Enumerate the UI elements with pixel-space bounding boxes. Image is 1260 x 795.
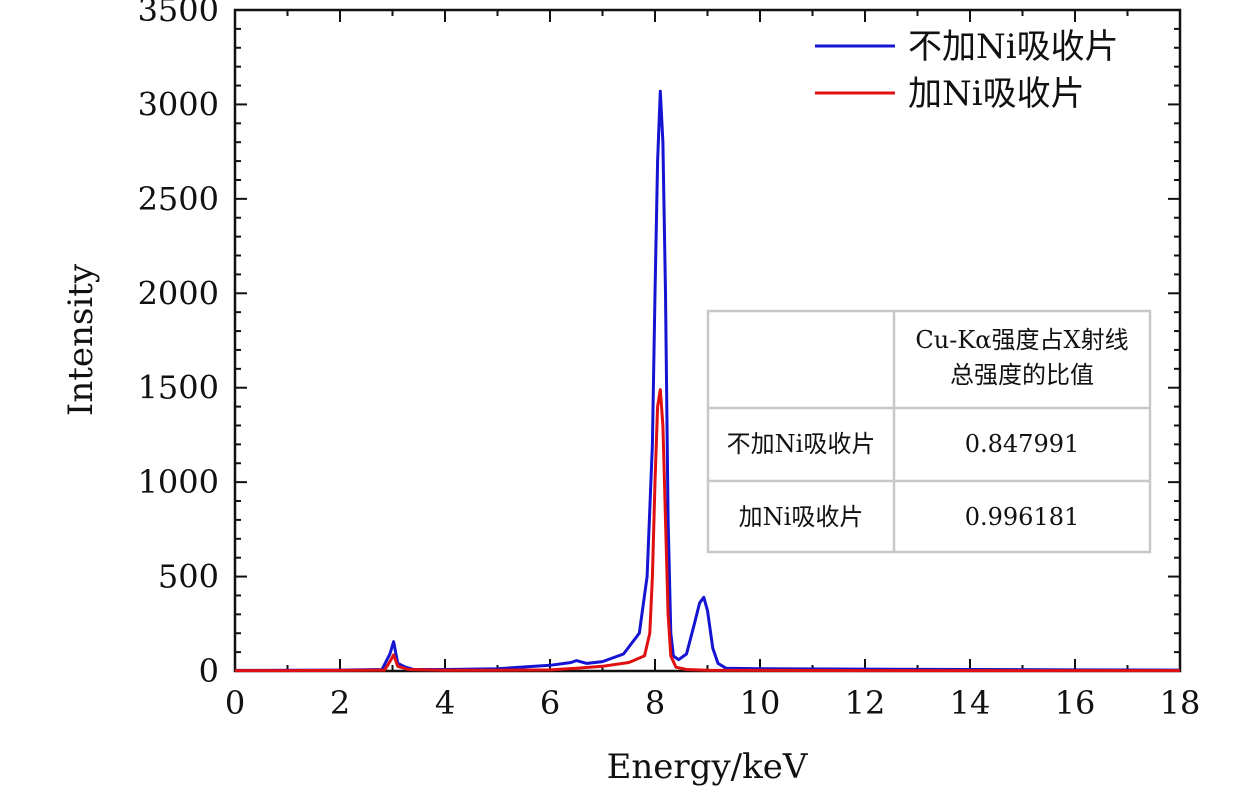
- inset-table-row-value-ni-filter: 0.996181: [965, 503, 1080, 531]
- legend-label-ni-filter: 加Ni吸收片: [908, 74, 1085, 114]
- y-tick-label: 1500: [138, 369, 219, 407]
- inset-table: Cu-Kα强度占X射线 总强度的比值 不加Ni吸收片 0.847991 加Ni吸…: [706, 309, 1152, 554]
- x-tick-label: 12: [845, 684, 886, 722]
- series-line-no-ni-filter: [234, 89, 1181, 672]
- series-line-ni-filter: [235, 388, 1180, 673]
- x-tick-label: 6: [540, 684, 560, 722]
- inset-table-row-label-no-ni-filter: 不加Ni吸收片: [727, 430, 876, 458]
- x-tick-label: 14: [950, 684, 991, 722]
- x-tick-label: 8: [645, 684, 665, 722]
- inset-table-header-line-2: 总强度的比值: [950, 361, 1094, 389]
- y-tick-label: 2000: [138, 274, 219, 312]
- y-tick-label: 500: [158, 558, 219, 596]
- inset-table-border: [706, 309, 1152, 554]
- y-tick-label: 3500: [138, 0, 219, 29]
- legend-label-no-ni-filter: 不加Ni吸收片: [908, 27, 1119, 67]
- y-tick-label: 3000: [138, 85, 219, 123]
- x-tick-label: 2: [330, 684, 350, 722]
- x-tick-label: 0: [225, 684, 245, 722]
- y-tick-label: 1000: [138, 463, 219, 501]
- x-tick-label: 10: [740, 684, 781, 722]
- x-axis-tick-labels: 0 2 4 6 8 10 12 14 16 18: [225, 684, 1201, 722]
- y-tick-label: 2500: [138, 180, 219, 218]
- x-tick-label: 18: [1160, 684, 1201, 722]
- y-axis-tick-labels: 0 500 1000 1500 2000 2500 3000 3500: [138, 0, 219, 690]
- x-axis-title: Energy/keV: [607, 747, 809, 787]
- inset-table-row-label-ni-filter: 加Ni吸收片: [739, 503, 864, 531]
- inset-table-header-line-1: Cu-Kα强度占X射线: [915, 326, 1128, 354]
- inset-table-row-value-no-ni-filter: 0.847991: [965, 430, 1080, 458]
- y-axis-title: Intensity: [61, 263, 101, 416]
- x-tick-label: 4: [435, 684, 455, 722]
- legend: 不加Ni吸收片 加Ni吸收片: [815, 27, 1119, 114]
- y-tick-label: 0: [199, 652, 219, 690]
- x-tick-label: 16: [1055, 684, 1096, 722]
